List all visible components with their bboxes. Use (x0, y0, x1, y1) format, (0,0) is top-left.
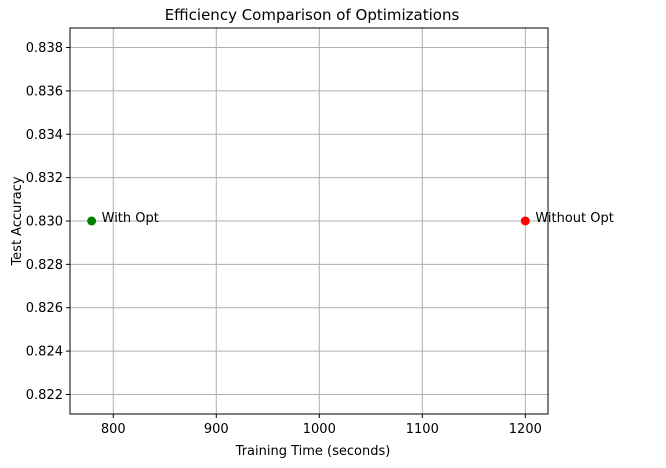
x-axis-ticks: 800 900 1000 1100 1200 (101, 414, 542, 437)
point-label: With Opt (102, 211, 159, 226)
y-tick-label: 0.834 (26, 128, 63, 143)
x-tick-label: 900 (204, 422, 229, 437)
data-point (520, 216, 530, 226)
data-points: With Opt Without Opt (87, 211, 614, 226)
plot-frame (69, 27, 549, 415)
point-label: Without Opt (535, 211, 614, 226)
x-tick-label: 1200 (509, 422, 542, 437)
y-tick-label: 0.836 (26, 84, 63, 99)
x-axis-title: Training Time (seconds) (235, 444, 391, 459)
x-tick-label: 1000 (303, 422, 336, 437)
y-tick-label: 0.822 (26, 388, 63, 403)
y-tick-label: 0.832 (26, 171, 63, 186)
y-tick-label: 0.830 (26, 215, 63, 230)
x-tick-label: 1100 (406, 422, 439, 437)
y-axis-ticks: 0.822 0.824 0.826 0.828 0.830 0.832 0.834 0.836… (26, 41, 70, 403)
chart-title: Efficiency Comparison of Optimizations (165, 6, 460, 24)
y-tick-label: 0.838 (26, 41, 63, 56)
y-axis-title: Test Accuracy (10, 176, 25, 266)
y-tick-label: 0.828 (26, 258, 63, 273)
x-tick-label: 800 (101, 422, 126, 437)
y-tick-label: 0.824 (26, 345, 63, 360)
data-point (87, 216, 97, 226)
y-tick-label: 0.826 (26, 301, 63, 316)
